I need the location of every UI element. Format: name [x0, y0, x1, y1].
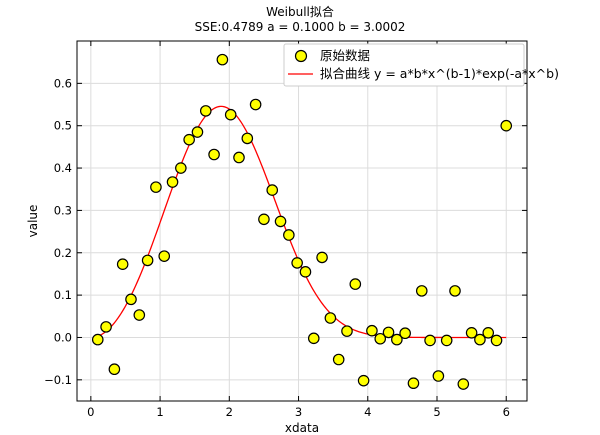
data-point [324, 312, 337, 324]
data-point [391, 333, 403, 346]
x-tick-label: 0 [87, 405, 94, 419]
data-point [424, 334, 436, 347]
y-tick-label: 0.1 [54, 288, 72, 302]
data-point [407, 377, 420, 390]
data-point [474, 333, 486, 346]
x-tick-label: 1 [156, 405, 163, 419]
x-tick-label: 4 [364, 405, 371, 419]
data-point [208, 148, 220, 161]
data-point [432, 370, 445, 382]
data-point [150, 181, 162, 193]
x-tick-label: 2 [226, 405, 233, 419]
data-point [100, 321, 112, 333]
data-point [108, 363, 121, 376]
data-point [316, 251, 328, 264]
x-tick-label: 5 [433, 405, 440, 419]
data-point [125, 293, 137, 306]
chart-title: Weibull拟合 [266, 4, 334, 19]
data-point [307, 332, 320, 345]
data-point [465, 327, 478, 339]
data-point [449, 285, 461, 297]
data-point [283, 229, 295, 241]
y-axis-label: value [26, 205, 40, 238]
chart-subtitle: SSE:0.4789 a = 0.1000 b = 3.0002 [195, 20, 406, 34]
data-point [266, 184, 279, 196]
data-point [374, 332, 387, 345]
data-point [357, 374, 370, 387]
data-point [291, 257, 303, 269]
x-tick-label: 6 [503, 405, 510, 419]
data-point [366, 324, 378, 337]
data-point [382, 326, 395, 339]
y-tick-label: −0.1 [44, 373, 72, 387]
plot-frame [76, 40, 528, 402]
data-point [500, 119, 513, 132]
data-point [158, 250, 171, 262]
data-point [233, 151, 245, 164]
data-point [249, 98, 262, 111]
data-point [224, 108, 237, 121]
data-point [415, 285, 428, 297]
legend-label-raw-data: 原始数据 [320, 48, 370, 63]
data-points-layer [91, 53, 513, 390]
data-point [183, 133, 195, 146]
data-point [482, 327, 495, 339]
y-tick-label: 0.2 [54, 246, 72, 260]
legend: 原始数据 拟合曲线 y = a*b*x^(b-1)*exp(-a*x^b) [283, 43, 559, 87]
data-point [216, 53, 229, 66]
y-tick-label: 0.3 [54, 203, 72, 217]
data-point [133, 309, 146, 321]
data-point [141, 254, 154, 267]
y-tick-label: 0.6 [54, 76, 72, 90]
data-point [440, 334, 453, 347]
data-point [457, 378, 470, 390]
data-point [116, 258, 129, 270]
data-point [191, 126, 204, 138]
data-point [274, 215, 287, 228]
data-point [258, 213, 270, 226]
legend-box [283, 43, 525, 87]
axis-ticks: 0 1 2 3 4 5 6 −0.1 0.0 0.1 0.2 0.3 0.4 0.5 0.6 [44, 41, 527, 419]
data-point [399, 327, 411, 340]
data-point [332, 353, 345, 366]
legend-label-fit-curve: 拟合曲线 y = a*b*x^(b-1)*exp(-a*x^b) [320, 66, 559, 81]
data-point [175, 162, 187, 174]
data-point [299, 266, 312, 278]
y-tick-label: 0.0 [54, 330, 72, 344]
y-tick-label: 0.4 [54, 161, 72, 175]
data-point [349, 278, 362, 290]
x-tick-label: 3 [295, 405, 302, 419]
data-point [166, 176, 179, 188]
data-point [341, 325, 353, 337]
data-point [241, 132, 254, 145]
data-point [490, 334, 503, 347]
x-axis-label: xdata [285, 421, 319, 435]
data-point [199, 105, 212, 117]
data-point [91, 333, 104, 346]
legend-marker-raw-data [294, 49, 308, 63]
y-tick-label: 0.5 [54, 119, 72, 133]
